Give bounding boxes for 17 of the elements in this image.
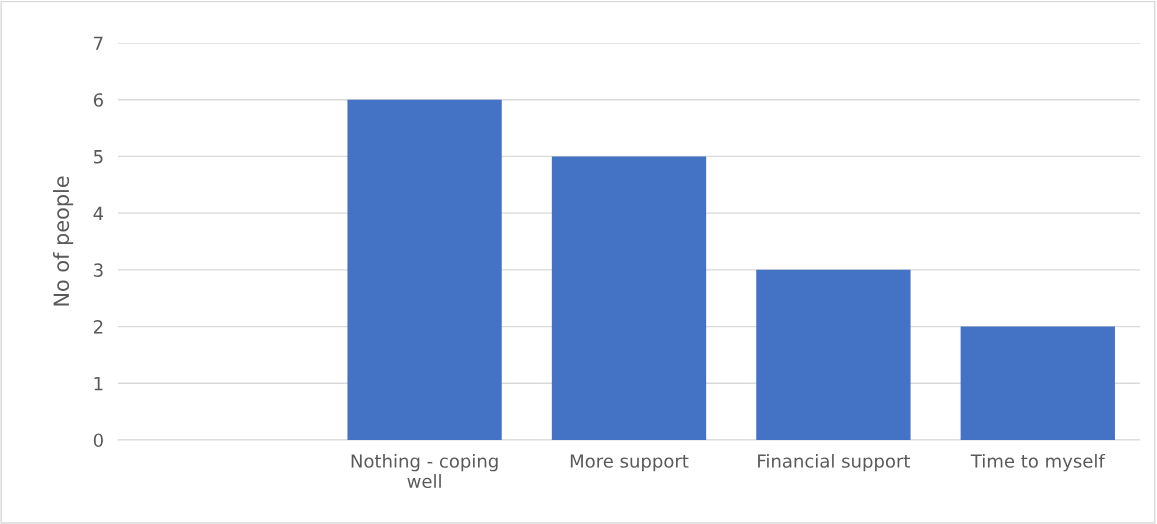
y-axis-title: No of people [53,176,74,306]
y-tick-label: 7 [94,36,103,50]
y-tick-label: 1 [94,376,103,391]
y-tick-label: 5 [94,150,103,164]
y-tick-label: 4 [93,206,104,220]
bar [347,99,502,440]
y-tick-label: 6 [93,93,103,107]
x-tick-label: Time to myself [970,453,1106,472]
x-tick-label: Nothing - coping well [351,453,498,489]
bar [756,269,911,440]
x-tick-label: More support [570,454,689,472]
y-tick-label: 0 [93,433,103,448]
y-tick-label: 2 [93,320,103,334]
bar [551,156,707,440]
bar [960,326,1115,440]
y-tick-label: 3 [94,263,103,277]
x-tick-label: Financial support [758,453,911,472]
